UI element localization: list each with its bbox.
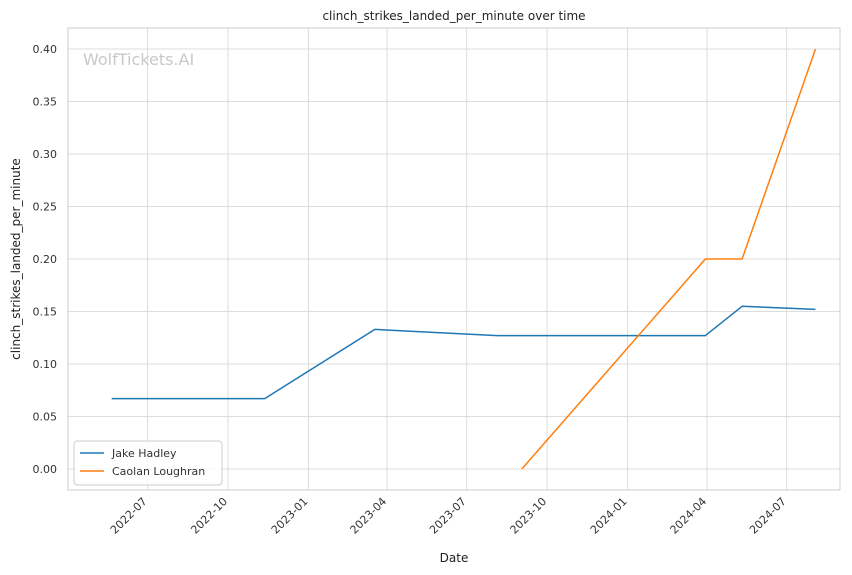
y-tick-label: 0.30 <box>33 148 58 161</box>
y-tick-label: 0.15 <box>33 306 58 319</box>
y-tick-label: 0.05 <box>33 411 58 424</box>
y-tick-label: 0.20 <box>33 253 58 266</box>
y-tick-label: 0.10 <box>33 358 58 371</box>
series-line-jake-hadley <box>111 305 816 400</box>
series-line-caolan-loughran <box>521 48 817 470</box>
plot-frame <box>67 27 841 491</box>
legend-label-jake-hadley: Jake Hadley <box>111 447 177 460</box>
x-axis-title: Date <box>440 551 469 565</box>
y-tick-label: 0.00 <box>33 463 58 476</box>
y-axis-title: clinch_strikes_landed_per_minute <box>9 158 23 360</box>
y-axis-ticks: 0.00 0.05 0.10 0.15 0.20 0.25 0.30 0.35 0.40 <box>33 43 58 476</box>
watermark-text: WolfTickets.AI <box>83 50 194 69</box>
y-tick-label: 0.25 <box>33 201 58 214</box>
y-tick-label: 0.35 <box>33 96 58 109</box>
chart-title: clinch_strikes_landed_per_minute over ti… <box>322 9 585 23</box>
series-layer <box>111 48 817 470</box>
legend-box <box>73 440 223 486</box>
legend-label-caolan-loughran: Caolan Loughran <box>112 465 205 478</box>
legend: Jake Hadley Caolan Loughran <box>73 440 223 486</box>
y-tick-label: 0.40 <box>33 43 58 56</box>
